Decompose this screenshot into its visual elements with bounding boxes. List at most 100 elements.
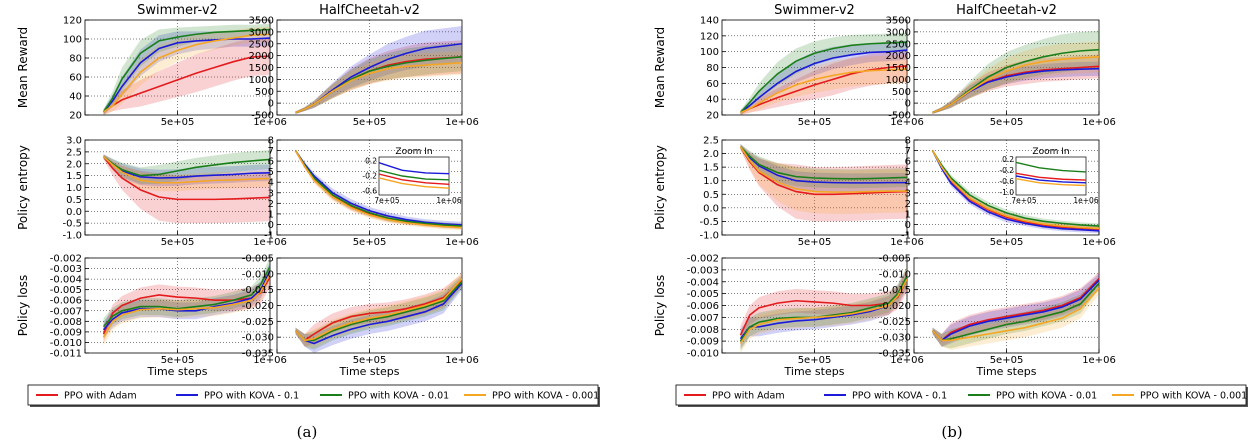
line-kova0001 [931,150,1099,230]
line-kova0001 [739,146,907,193]
y-axis-label: Policy loss [653,275,667,337]
line-kova01 [931,150,1099,232]
inset-y-tick-label: 0.2 [1002,155,1014,164]
y-tick-label: 3 [268,188,274,199]
x-tick-label: 1e+06 [890,237,924,248]
subplot-r0-c0: 20 40 60 80 100 120 140 5e+05 1e+06 Mean Reward [653,16,924,129]
inset-line-kova0001 [1015,178,1087,187]
inset-line-adam [1015,172,1087,181]
y-tick-label: -0.020 [879,301,911,312]
y-tick-label: 140 [700,16,719,27]
y-tick-label: 500 [892,87,911,98]
legend: PPO with Adam PPO with KOVA - 0.1 PPO with… [675,384,1248,407]
y-tick-label: 2.5 [703,136,719,147]
data-layer [294,149,462,231]
x-tick-label: 5e+05 [353,117,387,128]
x-tick-label: 1e+06 [253,117,287,128]
line-kova001 [294,281,462,342]
x-tick-label: 5e+05 [990,355,1024,366]
subplot-r2-c1: -0.035 -0.030 -0.025 -0.020 -0.015 -0.010 -0.0… [879,254,1116,379]
inset-line-kova0001 [378,177,450,189]
y-tick-label: 1000 [249,75,274,86]
line-kova001 [739,41,907,114]
y-tick-label: 1.5 [66,171,82,182]
x-tick-label: 5e+05 [798,355,832,366]
line-kova001 [103,155,270,177]
y-tick-label: 1.0 [703,176,719,187]
band-kova001 [103,23,270,115]
subplot-r2-c0: -0.010-0.009-0.008-0.007-0.006-0.005-0.0… [653,254,924,379]
line-kova0001 [932,56,1099,114]
y-tick-label: -1.0 [62,231,82,242]
line-adam [931,278,1099,342]
y-tick-label: 120 [700,31,719,42]
data-layer [932,30,1099,114]
y-tick-label: 2000 [249,51,274,62]
y-tick-label: 0.5 [703,190,719,201]
y-tick-label: 0 [905,99,911,110]
inset-line-kova001 [378,169,450,181]
y-tick-label: 1 [905,209,911,220]
band-kova001 [103,258,270,336]
legend-box [675,384,1247,406]
band-kova01 [932,273,1099,347]
y-tick-label: -0.025 [879,317,911,328]
x-tick-label: 5e+05 [990,237,1024,248]
y-tick-label: 20 [69,111,82,122]
y-tick-label: -1 [264,231,274,242]
zoom-inset: Zoom In 0.2 -0.2 -0.6 -1.07e+05 1e+06 [999,147,1098,205]
y-tick-label: 2.0 [66,159,82,170]
y-tick-label: 100 [700,47,719,58]
line-kova01 [102,37,270,113]
y-tick-label: 3000 [249,27,274,38]
x-tick-label: 5e+05 [798,117,832,128]
y-tick-label: 6 [268,157,274,168]
band-kova01 [740,40,907,115]
band-kova0001 [295,50,462,114]
y-tick-label: -0.010 [242,269,274,280]
y-tick-label: 80 [69,54,82,65]
inset-y-tick-label: -0.2 [362,172,377,181]
inset-x-tick-label: 1e+06 [1073,196,1098,205]
column-title: HalfCheetah-v2 [319,3,420,18]
inset-y-tick-label: -0.2 [999,166,1014,175]
y-tick-label: -0.020 [242,301,274,312]
line-kova01 [739,146,907,184]
y-tick-label: 2500 [886,39,911,50]
inset-x-tick-label: 7e+05 [374,196,399,205]
panel-caption: (b) [941,423,962,441]
band-kova01 [740,269,907,349]
band-kova001 [740,266,907,351]
inset-line-kova01 [378,162,450,175]
y-tick-label: -0.007 [50,306,82,317]
y-tick-label: -0.009 [687,337,719,348]
band-kova01 [103,154,270,187]
y-tick-label: 40 [706,95,719,106]
x-tick-label: 5e+05 [161,237,195,248]
band-kova0001 [740,54,907,115]
legend: PPO with Adam PPO with KOVA - 0.1 PPO with… [27,384,600,407]
subplot-r2-c0: -0.011-0.010-0.009-0.008-0.007-0.006-0.0… [16,254,287,379]
inset-line-adam [378,173,450,186]
band-adam [103,266,270,343]
line-kova0001 [102,273,270,338]
y-tick-label: 8 [268,136,274,147]
legend-label: PPO with Adam [64,391,137,402]
data-layer [931,149,1099,234]
line-kova0001 [294,278,462,342]
line-kova001 [931,282,1099,342]
y-tick-label: -0.035 [242,349,274,360]
y-tick-label: -1.0 [699,231,719,242]
line-kova001 [294,150,462,227]
y-tick-label: 0.0 [703,203,719,214]
band-kova01 [932,61,1099,114]
y-tick-label: 2 [905,199,911,210]
y-tick-label: 2 [268,199,274,210]
inset-title: Zoom In [1032,147,1069,157]
data-layer [102,23,270,115]
data-layer [739,144,907,222]
inset-title: Zoom In [395,147,432,157]
y-tick-label: -0.004 [687,277,719,288]
y-tick-label: 60 [69,73,82,84]
